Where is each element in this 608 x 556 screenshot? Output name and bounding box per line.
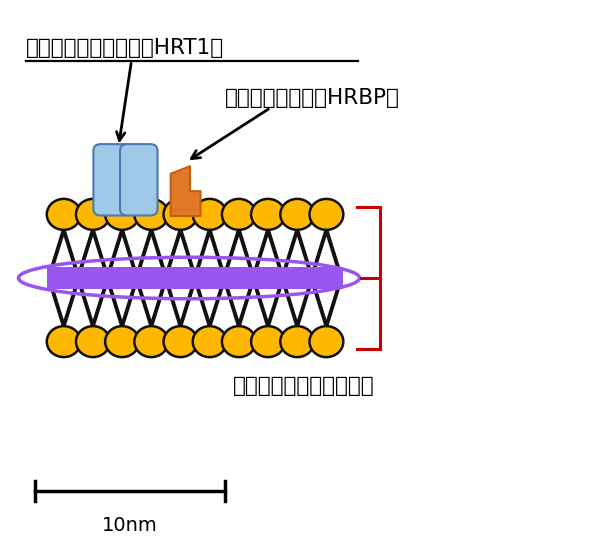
- Circle shape: [309, 326, 344, 357]
- Circle shape: [251, 199, 285, 230]
- Circle shape: [222, 326, 256, 357]
- Circle shape: [105, 326, 139, 357]
- Circle shape: [164, 199, 198, 230]
- Text: 補助タンパク質（HRBP）: 補助タンパク質（HRBP）: [226, 88, 400, 108]
- Circle shape: [164, 326, 198, 357]
- Circle shape: [222, 199, 256, 230]
- Circle shape: [76, 326, 110, 357]
- Circle shape: [309, 199, 344, 230]
- Circle shape: [280, 326, 314, 357]
- Circle shape: [76, 199, 110, 230]
- Circle shape: [280, 199, 314, 230]
- Text: 10nm: 10nm: [102, 517, 158, 535]
- PathPatch shape: [171, 166, 201, 216]
- Circle shape: [251, 326, 285, 357]
- Circle shape: [193, 326, 227, 357]
- Text: 天然ゴム生合成酵素（HRT1）: 天然ゴム生合成酵素（HRT1）: [26, 38, 224, 58]
- Circle shape: [105, 199, 139, 230]
- Circle shape: [193, 199, 227, 230]
- FancyBboxPatch shape: [117, 148, 134, 211]
- Circle shape: [47, 199, 81, 230]
- FancyBboxPatch shape: [120, 144, 157, 216]
- Bar: [47, 267, 344, 289]
- FancyBboxPatch shape: [94, 144, 131, 216]
- Circle shape: [47, 326, 81, 357]
- Text: 人工膜（ナノディスク）: 人工膜（ナノディスク）: [233, 376, 375, 396]
- Circle shape: [134, 326, 168, 357]
- Circle shape: [134, 199, 168, 230]
